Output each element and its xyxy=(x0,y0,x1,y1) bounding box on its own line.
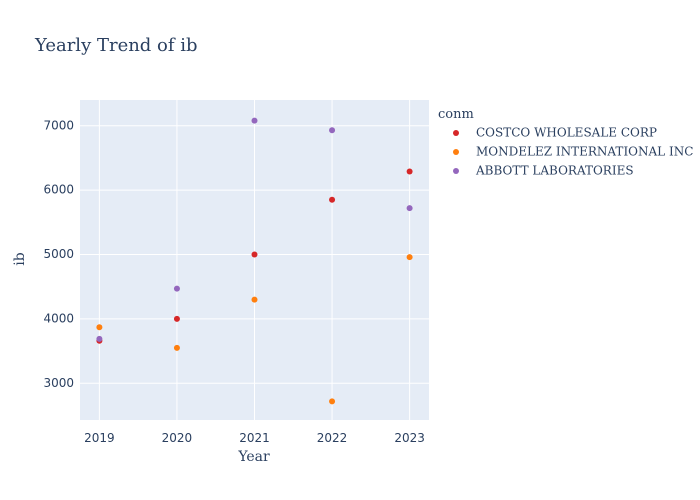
y-axis-ticks: 3000 4000 5000 6000 7000 xyxy=(43,118,74,390)
chart-title: Yearly Trend of ib xyxy=(34,35,198,56)
series-points xyxy=(96,117,413,342)
data-point xyxy=(329,398,336,405)
legend-label: COSTCO WHOLESALE CORP xyxy=(476,126,657,140)
data-point xyxy=(329,127,336,134)
legend-item[interactable]: COSTCO WHOLESALE CORP xyxy=(453,126,657,140)
y-axis-title: ib xyxy=(12,252,28,265)
data-point xyxy=(96,324,103,331)
data-point xyxy=(406,168,413,175)
data-point xyxy=(173,315,180,322)
data-point xyxy=(406,205,413,212)
y-tick-label: 5000 xyxy=(43,247,74,261)
y-tick-label: 4000 xyxy=(43,311,74,325)
series-points xyxy=(96,254,413,405)
x-tick-label: 2019 xyxy=(84,431,115,445)
data-point xyxy=(251,296,258,303)
data-point xyxy=(96,335,103,342)
x-tick-label: 2022 xyxy=(317,431,348,445)
data-point xyxy=(406,254,413,261)
gridlines xyxy=(80,100,429,420)
x-tick-label: 2021 xyxy=(239,431,270,445)
legend-marker xyxy=(453,149,459,155)
y-tick-label: 3000 xyxy=(43,376,74,390)
legend-marker xyxy=(453,168,459,174)
data-point xyxy=(251,117,258,124)
y-tick-label: 7000 xyxy=(43,118,74,132)
data-point xyxy=(173,285,180,292)
legend-item[interactable]: MONDELEZ INTERNATIONAL INC xyxy=(453,145,693,159)
data-point xyxy=(251,251,258,258)
legend-label: ABBOTT LABORATORIES xyxy=(475,164,634,178)
y-tick-label: 6000 xyxy=(43,183,74,197)
data-points xyxy=(96,117,413,405)
x-axis-title: Year xyxy=(237,449,270,465)
legend-item[interactable]: ABBOTT LABORATORIES xyxy=(453,164,634,178)
data-point xyxy=(329,196,336,203)
legend-title: conm xyxy=(438,107,474,122)
legend-label: MONDELEZ INTERNATIONAL INC xyxy=(476,145,693,159)
x-tick-label: 2023 xyxy=(394,431,425,445)
legend-marker xyxy=(453,130,459,136)
legend: conm COSTCO WHOLESALE CORP MONDELEZ INTER… xyxy=(438,107,693,178)
x-tick-label: 2020 xyxy=(162,431,193,445)
x-axis-ticks: 2019 2020 2021 2022 2023 xyxy=(84,431,425,445)
data-point xyxy=(173,344,180,351)
